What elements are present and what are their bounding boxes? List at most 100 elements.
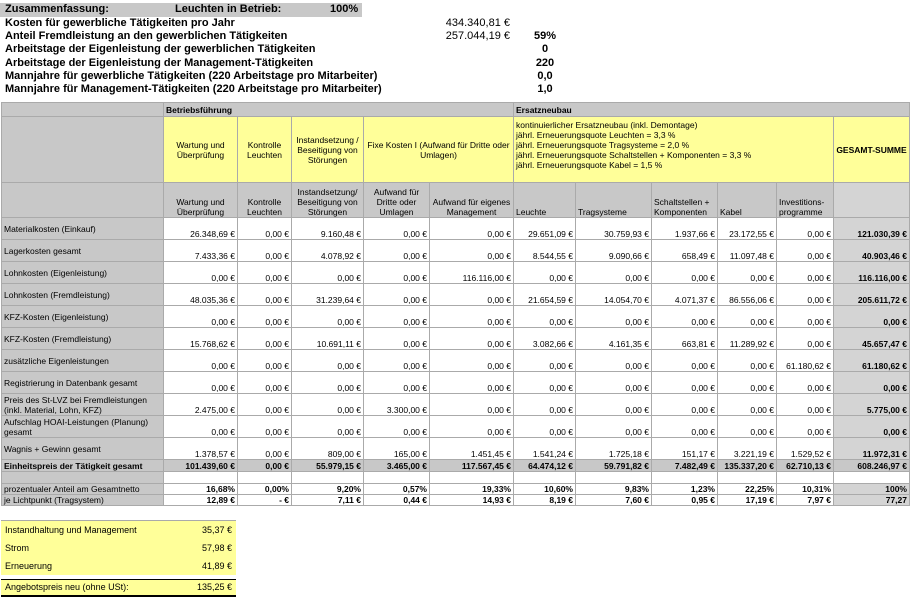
cell-value: 0,00 € — [237, 217, 292, 240]
note-line: jährl. Erneuerungsquote Leuchten = 3,3 % — [516, 130, 676, 140]
total-row: Einheitspreis der Tätigkeit gesamt 101.43… — [1, 459, 910, 472]
cell-value: 14,93 € — [429, 494, 514, 506]
cell-value: 0,00 € — [429, 239, 514, 262]
cell — [163, 471, 238, 484]
cell — [291, 471, 364, 484]
cell-value: 0,00 € — [363, 305, 430, 328]
cell-value: 0,00 € — [575, 393, 652, 416]
cell-value: 86.556,06 € — [717, 283, 777, 306]
cell-value: 0,00 € — [575, 371, 652, 394]
price-label: Instandhaltung und Management — [5, 525, 137, 535]
cell-value: 663,81 € — [651, 327, 718, 350]
cell-value: 0,00 € — [717, 415, 777, 438]
column-header: Kontrolle Leuchten — [237, 116, 292, 183]
summary-label: Arbeitstage der Eigenleistung der Manage… — [5, 56, 314, 69]
cell-value: 4.071,37 € — [651, 283, 718, 306]
note-line: jährl. Erneuerungsquote Schaltstellen + … — [516, 150, 752, 160]
price-row: Strom 57,98 € — [1, 539, 236, 557]
note-line: jährl. Erneuerungsquote Tragsysteme = 2,… — [516, 140, 690, 150]
column-header: Aufwand für eigenes Management — [429, 182, 514, 218]
cell-value: 0,00 € — [575, 261, 652, 284]
cell-value: 3.082,66 € — [513, 327, 576, 350]
price-total: Angebotspreis neu (ohne USt): 135,25 € — [1, 579, 236, 597]
cell-value: 26.348,69 € — [163, 217, 238, 240]
cell-value: 29.651,09 € — [513, 217, 576, 240]
data-row: Registrierung in Datenbank gesamt 0,00 €0… — [1, 371, 910, 394]
cell-value: 0,00 € — [363, 239, 430, 262]
cell-value: 0,00 € — [717, 393, 777, 416]
cell-value: 205.611,72 € — [833, 283, 910, 306]
cell — [363, 471, 430, 484]
cell-value: 7.433,36 € — [163, 239, 238, 262]
column-header: Wartung und Überprüfung — [163, 182, 238, 218]
row-label: Lagerkosten gesamt — [1, 239, 164, 262]
cell-value: 0,00 € — [513, 305, 576, 328]
cell-value: 116.116,00 € — [833, 261, 910, 284]
price-value: 41,89 € — [201, 561, 232, 571]
cost-table: Betriebsführung Ersatzneubau Wartung und Ü… — [1, 102, 910, 506]
column-header: Schaltstellen + Komponenten — [651, 182, 718, 218]
cell-value: 0,00 € — [291, 393, 364, 416]
footer-row: prozentualer Anteil am Gesamtnetto 16,68%… — [1, 483, 910, 495]
summary-label: Mannjahre für Management-Tätigkeiten (22… — [5, 83, 382, 95]
spacer-row — [1, 471, 910, 484]
row-label: KFZ-Kosten (Eigenleistung) — [1, 305, 164, 328]
cell-value: 55.979,15 € — [291, 459, 364, 472]
footer-row: je Lichtpunkt (Tragsystem) 12,89 € - €7,11… — [1, 494, 910, 506]
cell-value: 0,00 € — [513, 371, 576, 394]
cell-value: 7,60 € — [575, 494, 652, 506]
cell-value: 101.439,60 € — [163, 459, 238, 472]
group-header: Betriebsführung — [163, 102, 514, 117]
cell-value: 0,00 € — [513, 261, 576, 284]
summary-percent: 0 — [541, 43, 549, 56]
cell-value: 9,20% — [291, 483, 364, 495]
cell — [237, 471, 292, 484]
cell-value: 0,00 € — [776, 393, 834, 416]
cell-value: 809,00 € — [291, 437, 364, 460]
cell-value: 7.482,49 € — [651, 459, 718, 472]
cell-value: 0,00 € — [429, 393, 514, 416]
cell-value: 64.474,12 € — [513, 459, 576, 472]
price-value: 57,98 € — [201, 543, 232, 553]
row-label: KFZ-Kosten (Fremdleistung) — [1, 327, 164, 350]
price-box: Instandhaltung und Management 35,37 € Stro… — [1, 520, 236, 597]
cell-value: 0,00% — [237, 483, 292, 495]
summary-percent: 100% — [330, 3, 359, 15]
cell — [429, 471, 514, 484]
cell-value: 0,00 € — [237, 459, 292, 472]
cell-value: 11.289,92 € — [717, 327, 777, 350]
cell-value: 1.541,24 € — [513, 437, 576, 460]
cell-value: 0,00 € — [651, 305, 718, 328]
column-header: Aufwand für Dritte oder Umlagen — [363, 182, 430, 218]
summary-value: 434.340,81 € — [445, 17, 510, 29]
cell-value: 0,00 € — [237, 261, 292, 284]
row-label: Lohnkosten (Fremdleistung) — [1, 283, 164, 306]
row-label: je Lichtpunkt (Tragsystem) — [1, 494, 164, 506]
data-row: KFZ-Kosten (Fremdleistung) 15.768,62 €0,0… — [1, 327, 910, 350]
column-header: GESAMT-SUMME — [833, 116, 910, 183]
cell-value: 45.657,47 € — [833, 327, 910, 350]
cell-value: 0,95 € — [651, 494, 718, 506]
row-label: Wagnis + Gewinn gesamt — [1, 437, 164, 460]
cell-value: 14.054,70 € — [575, 283, 652, 306]
cell-value: 0,00 € — [429, 283, 514, 306]
cell-value: 0,00 € — [776, 283, 834, 306]
cell-value: 0,00 € — [717, 305, 777, 328]
data-row: Lohnkosten (Eigenleistung) 0,00 €0,00 €0,… — [1, 261, 910, 284]
data-row: Aufschlag HOAI-Leistungen (Planung) gesa… — [1, 415, 910, 438]
cell-value: 0,00 € — [363, 371, 430, 394]
cell-value: 0,00 € — [429, 217, 514, 240]
column-header: Tragsysteme — [575, 182, 652, 218]
cell-value: 0,00 € — [776, 261, 834, 284]
row-label: Einheitspreis der Tätigkeit gesamt — [1, 459, 164, 472]
cell-value: 165,00 € — [363, 437, 430, 460]
cell-value: 19,33% — [429, 483, 514, 495]
summary-label: Kosten für gewerbliche Tätigkeiten pro J… — [5, 17, 235, 29]
cell-value: 30.759,93 € — [575, 217, 652, 240]
cell-value: 77,27 — [833, 494, 910, 506]
cell-value: 62.710,13 € — [776, 459, 834, 472]
cell-value: 0,00 € — [291, 415, 364, 438]
cell-value: 12,89 € — [163, 494, 238, 506]
cell-value: 0,00 € — [717, 371, 777, 394]
cell-value: 0,00 € — [163, 305, 238, 328]
